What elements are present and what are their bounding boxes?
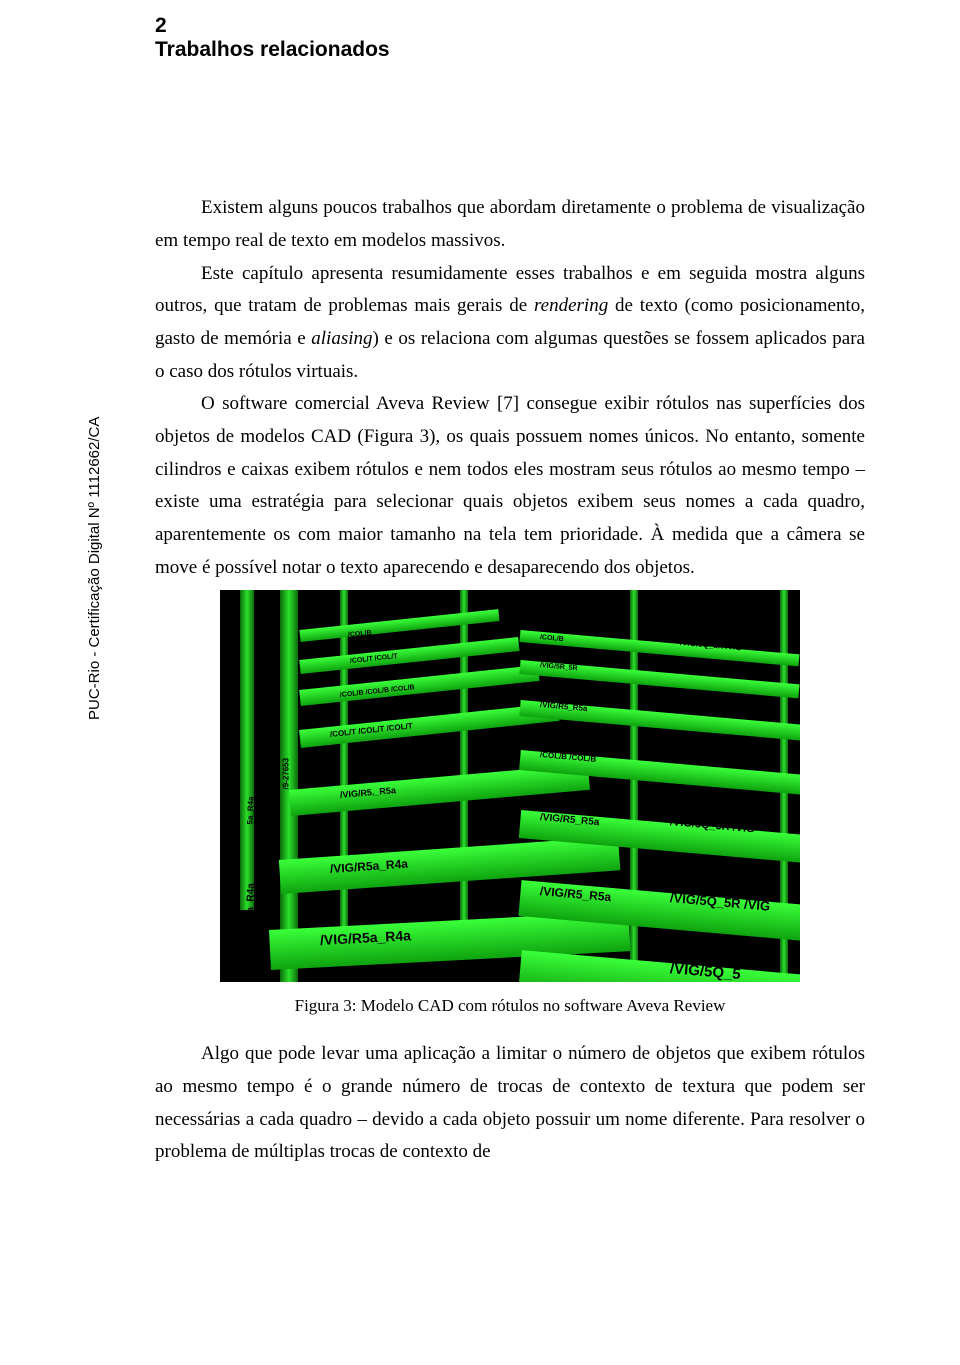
- paragraph-2: Este capítulo apresenta resumidamente es…: [155, 258, 865, 389]
- paragraph-1: Existem alguns poucos trabalhos que abor…: [155, 192, 865, 257]
- figure-3-caption: Figura 3: Modelo CAD com rótulos no soft…: [155, 996, 865, 1016]
- cad-beam: [299, 665, 539, 706]
- chapter-title: Trabalhos relacionados: [155, 38, 865, 62]
- p2-italic-2: aliasing: [311, 328, 372, 349]
- cad-label: /COL/B: [348, 630, 372, 639]
- cad-beam: [518, 950, 800, 982]
- cad-label: 5a_R4a: [246, 797, 256, 825]
- certification-watermark: PUC-Rio - Certificação Digital Nº 111266…: [86, 417, 103, 720]
- paragraph-3: O software comercial Aveva Review [7] co…: [155, 388, 865, 584]
- cad-label: R5a_R4a: [245, 883, 257, 926]
- figure-3: /COL/B/COL/T /COL/T/COL/B /COL/B /COL/B/…: [155, 590, 865, 1016]
- cad-beam: [299, 637, 519, 674]
- cad-label: /9-27653: [282, 758, 291, 790]
- chapter-number: 2: [155, 14, 865, 38]
- p2-italic-1: rendering: [534, 295, 608, 316]
- page-content: 2 Trabalhos relacionados Existem alguns …: [155, 14, 865, 1169]
- cad-beam: [299, 609, 499, 642]
- paragraph-4: Algo que pode levar uma aplicação a limi…: [155, 1038, 865, 1169]
- cad-column: [240, 590, 254, 910]
- figure-3-image: /COL/B/COL/T /COL/T/COL/B /COL/B /COL/B/…: [220, 590, 800, 982]
